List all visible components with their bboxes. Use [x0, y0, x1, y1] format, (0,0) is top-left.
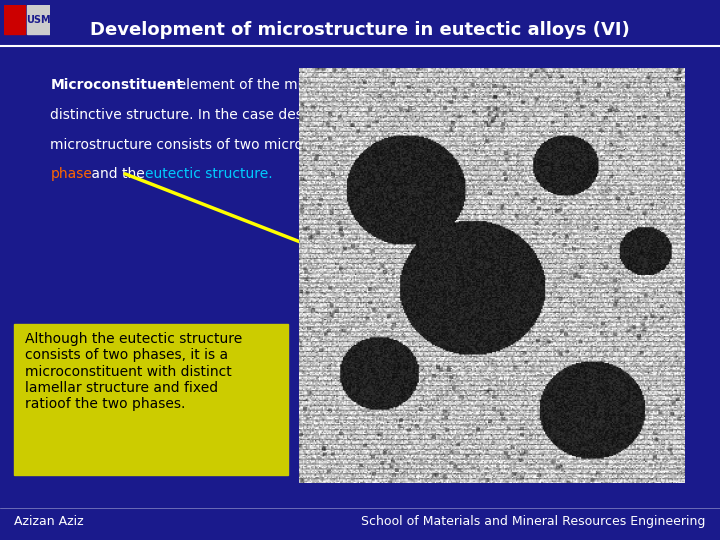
Text: Development of microstructure in eutectic alloys (VI): Development of microstructure in eutecti…	[90, 21, 630, 39]
Text: USM: USM	[27, 15, 51, 25]
FancyBboxPatch shape	[14, 324, 288, 475]
Text: microstructure consists of two microconstituents,: microstructure consists of two microcons…	[50, 138, 397, 152]
Bar	[27, 5, 50, 33]
Text: Although the eutectic structure
consists of two phases, it is a
microconstituent: Although the eutectic structure consists…	[25, 332, 243, 411]
Text: Azizan Aziz: Azizan Aziz	[14, 515, 84, 528]
Text: School of Materials and Mineral Resources Engineering: School of Materials and Mineral Resource…	[361, 515, 706, 528]
Bar	[4, 5, 24, 33]
Text: Microconstituent: Microconstituent	[50, 78, 184, 92]
Text: distinctive structure. In the case described in the previous page,: distinctive structure. In the case descr…	[50, 108, 498, 122]
Text: eutectic structure.: eutectic structure.	[145, 167, 273, 181]
Text: primary α: primary α	[351, 138, 420, 152]
Text: and the: and the	[87, 167, 149, 181]
Text: – element of the microstructure having a: – element of the microstructure having a	[162, 78, 451, 92]
Text: phase: phase	[50, 167, 92, 181]
